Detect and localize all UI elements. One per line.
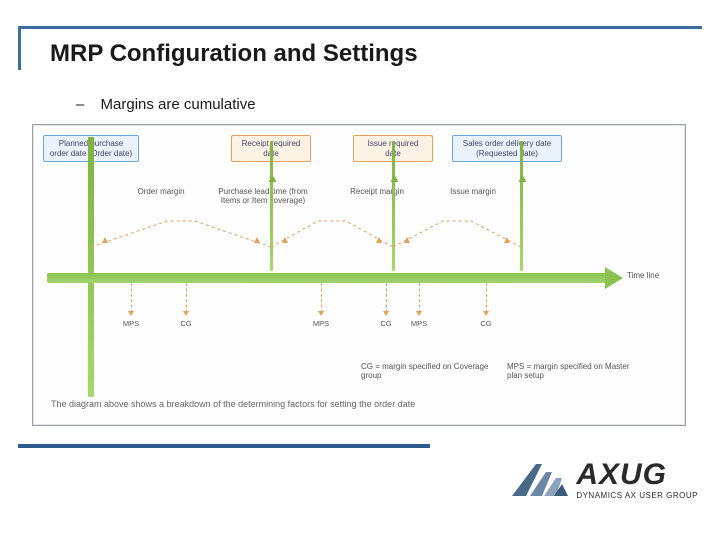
title-rule-left — [18, 26, 21, 70]
subtick-line — [419, 283, 420, 313]
subtick-line — [186, 283, 187, 313]
bullet-item: – Margins are cumulative — [76, 96, 256, 113]
subtick-arrow-icon — [416, 311, 422, 316]
bullet-text: Margins are cumulative — [101, 96, 256, 113]
interval-connectors — [41, 213, 679, 253]
connector-arrow-icon — [504, 237, 510, 243]
subtick-label: MPS — [313, 319, 329, 328]
subtick-arrow-icon — [383, 311, 389, 316]
interval-label: Issue margin — [438, 187, 508, 196]
subtick-line — [321, 283, 322, 313]
milestone-stick — [88, 137, 94, 397]
subtick-line — [131, 283, 132, 313]
interval-connector — [393, 221, 521, 247]
legend-note: CG = margin specified on Coverage group — [361, 362, 491, 381]
bullet-dash: – — [76, 96, 84, 113]
subtick-arrow-icon — [128, 311, 134, 316]
diagram-inner: Planned purchase order date (Order date)… — [41, 131, 677, 419]
timeline-bar — [47, 273, 607, 283]
diagram-frame: Planned purchase order date (Order date)… — [32, 124, 686, 426]
logo-main-text: AXUG — [576, 460, 698, 490]
brand-logo: AXUG DYNAMICS AX USER GROUP — [512, 460, 698, 500]
subtick-group: MPS CG MPS CG MPS CG — [41, 283, 677, 343]
up-arrow-icon — [519, 175, 527, 182]
connector-arrow-icon — [254, 237, 260, 243]
interval-label: Order margin — [126, 187, 196, 196]
diagram-caption: The diagram above shows a breakdown of t… — [51, 399, 415, 409]
connector-arrow-icon — [404, 237, 410, 243]
page-title: MRP Configuration and Settings — [50, 40, 418, 68]
footer-rule — [18, 444, 430, 448]
subtick-line — [386, 283, 387, 313]
interval-connector — [91, 221, 271, 247]
subtick-label: CG — [380, 319, 391, 328]
interval-label: Purchase lead time (from Items or Item c… — [211, 187, 315, 205]
title-rule-top — [18, 26, 702, 29]
timeline-label: Time line — [627, 271, 659, 280]
subtick-label: CG — [180, 319, 191, 328]
interval-label: Receipt margin — [342, 187, 412, 196]
legend-note: MPS = margin specified on Master plan se… — [507, 362, 637, 381]
logo-tagline: DYNAMICS AX USER GROUP — [576, 492, 698, 500]
up-arrow-icon — [391, 175, 399, 182]
subtick-label: CG — [480, 319, 491, 328]
subtick-arrow-icon — [483, 311, 489, 316]
up-arrow-icon — [269, 175, 277, 182]
logo-mark — [512, 462, 568, 498]
subtick-label: MPS — [411, 319, 427, 328]
subtick-label: MPS — [123, 319, 139, 328]
milestone-box: Sales order delivery date (Requested dat… — [452, 135, 562, 162]
interval-connector — [271, 221, 393, 247]
subtick-arrow-icon — [318, 311, 324, 316]
subtick-line — [486, 283, 487, 313]
subtick-arrow-icon — [183, 311, 189, 316]
connector-arrow-icon — [102, 237, 108, 243]
